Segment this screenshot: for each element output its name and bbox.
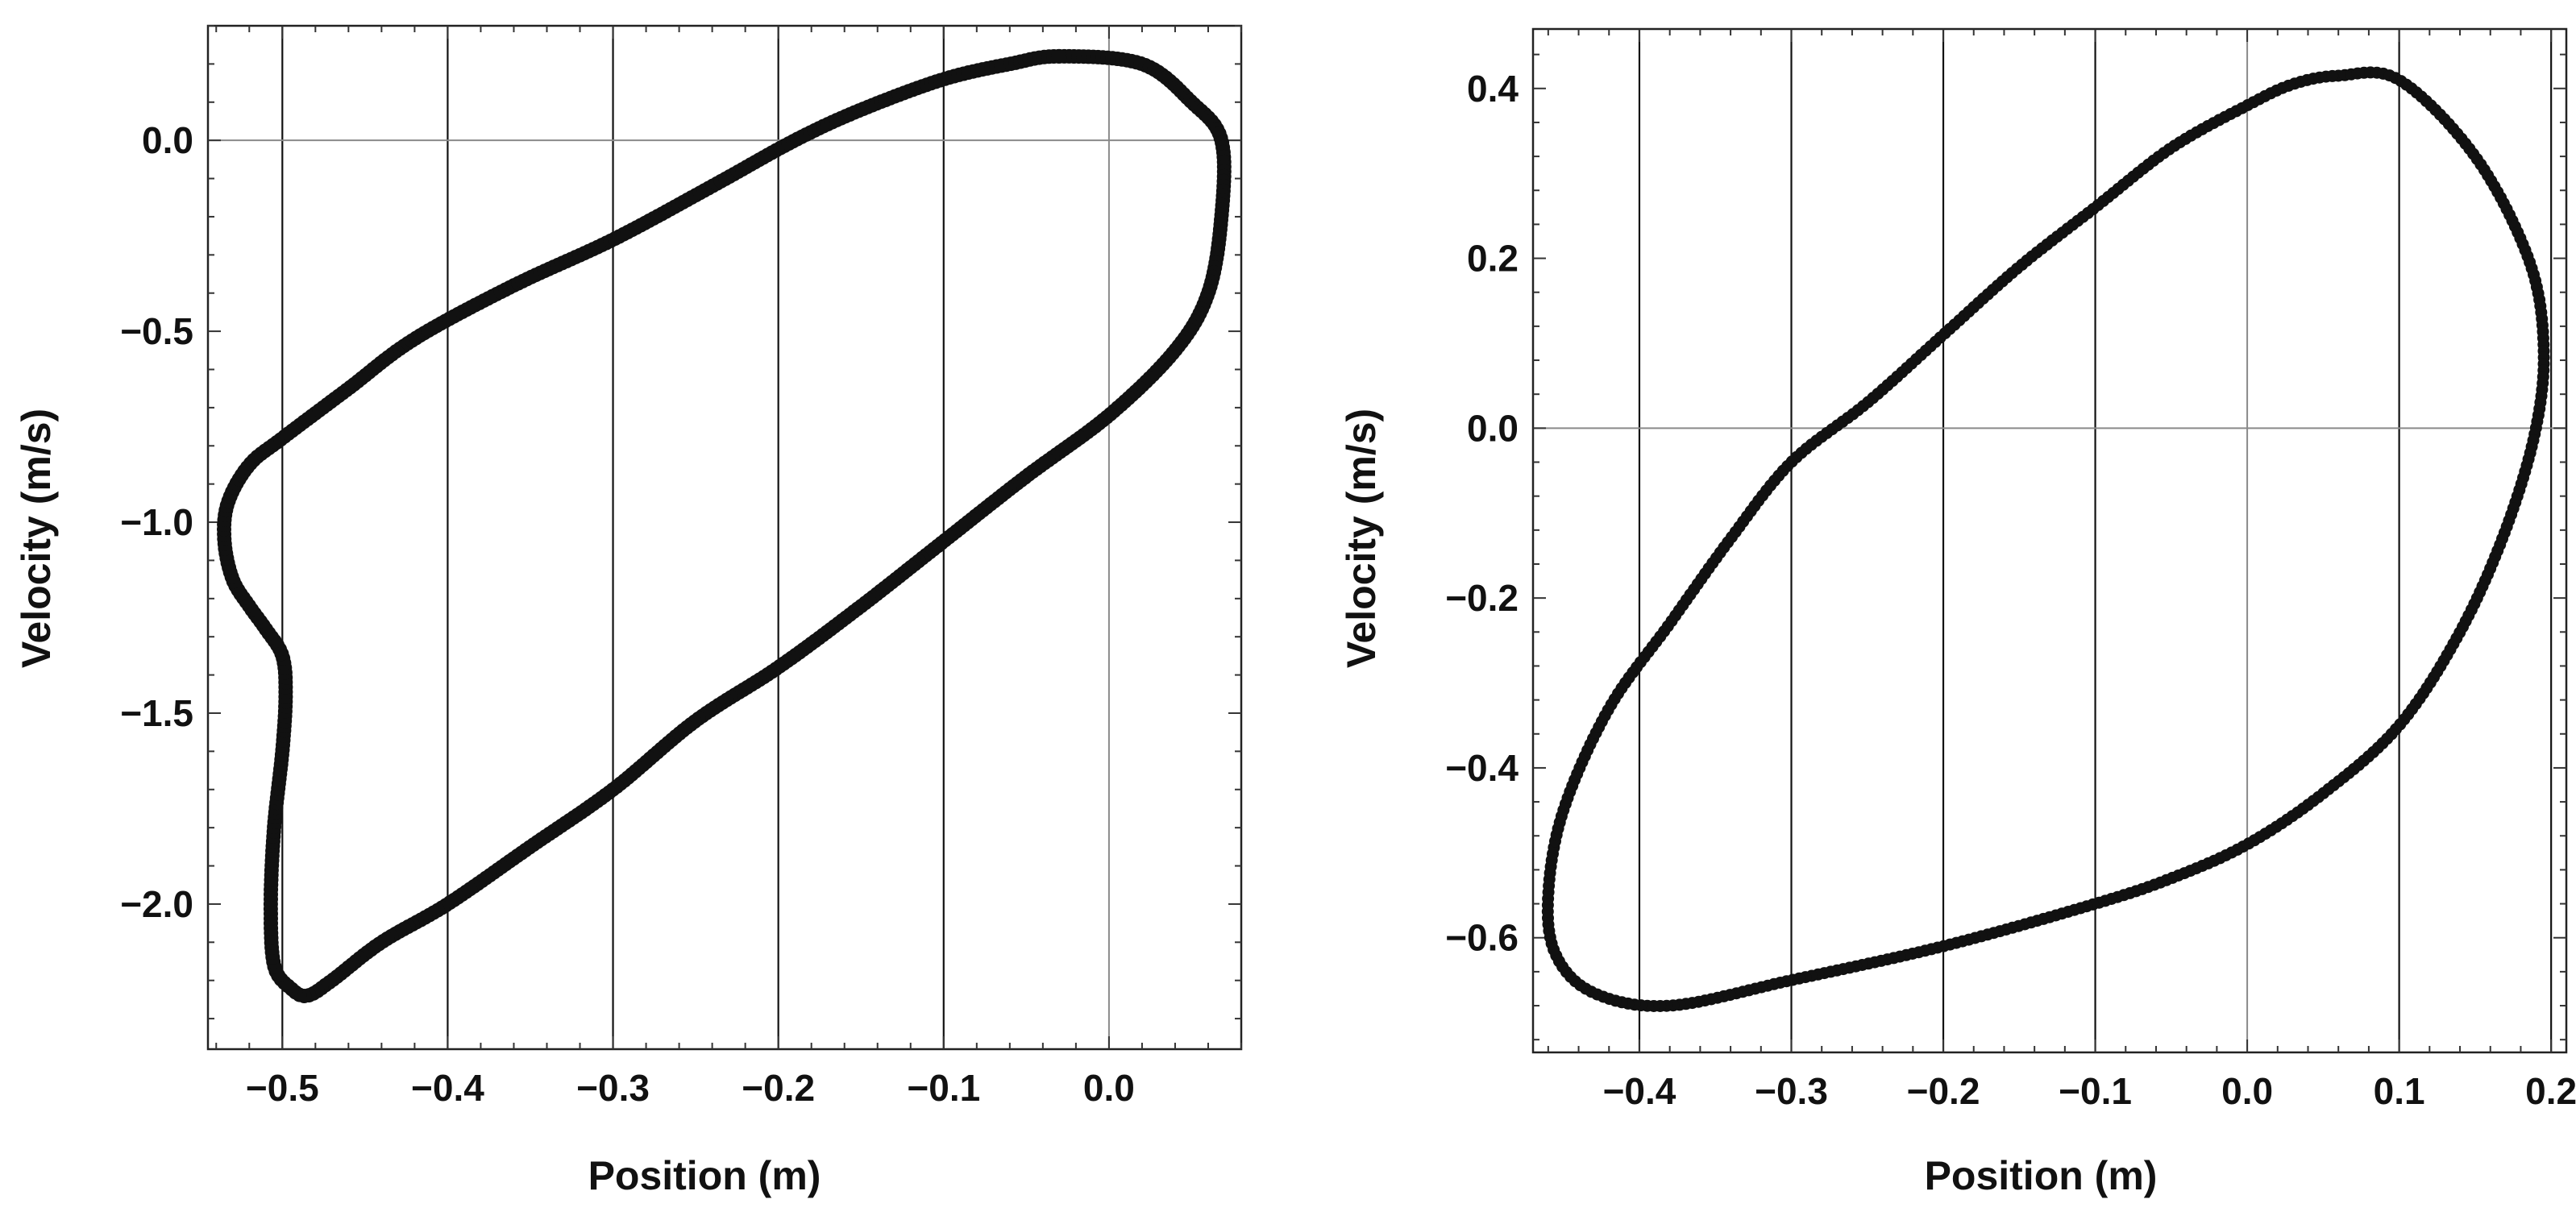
right-y-tick-label: 0.2 — [1467, 238, 1519, 280]
right-y-tick-label: 0.4 — [1467, 68, 1519, 110]
left-plot-ticks — [208, 25, 1242, 1049]
right-plot-tick-labels: −0.4 −0.3 −0.2 −0.1 0.0 0.1 0.2 0.4 0.2 0.0 −0.2 −0… — [1445, 68, 2576, 1112]
right-trajectory — [1541, 66, 2550, 1012]
right-trajectory-point — [2326, 69, 2339, 82]
right-plot-gridlines — [1533, 29, 2566, 1052]
left-y-tick-label: 0.0 — [142, 119, 193, 161]
right-y-tick-label: −0.2 — [1445, 577, 1519, 619]
left-trajectory-point — [1051, 48, 1066, 64]
left-y-tick-label: −1.0 — [120, 501, 193, 543]
right-y-axis-title: Velocity (m/s) — [1339, 409, 1384, 668]
right-x-tick-label: 0.1 — [2374, 1070, 2425, 1112]
right-y-tick-label: 0.0 — [1467, 407, 1519, 449]
right-phase-plot: −0.4 −0.3 −0.2 −0.1 0.0 0.1 0.2 0.4 0.2 0.0 −0.2 −0… — [1339, 27, 2576, 1198]
right-x-tick-label: −0.4 — [1603, 1070, 1676, 1112]
left-y-tick-label: −0.5 — [120, 310, 193, 352]
right-x-tick-label: −0.3 — [1755, 1070, 1828, 1112]
right-x-tick-label: 0.2 — [2525, 1070, 2576, 1112]
left-y-axis-title: Velocity (m/s) — [14, 409, 59, 668]
right-x-tick-label: 0.0 — [2221, 1070, 2273, 1112]
right-x-axis-title: Position (m) — [1925, 1153, 2158, 1198]
left-phase-plot: −0.5 −0.4 −0.3 −0.2 −0.1 0.0 0.0 −0.5 −1.0 −1.5 −2… — [14, 24, 1243, 1198]
left-x-tick-label: −0.2 — [742, 1067, 815, 1109]
right-plot-ticks — [1533, 29, 2566, 1052]
left-x-axis-title: Position (m) — [588, 1153, 821, 1198]
right-y-tick-label: −0.4 — [1445, 747, 1519, 789]
left-x-tick-label: −0.5 — [246, 1067, 319, 1109]
left-y-tick-label: −2.0 — [120, 883, 193, 925]
right-y-tick-label: −0.6 — [1445, 917, 1519, 959]
right-x-tick-label: −0.1 — [2059, 1070, 2132, 1112]
right-plot-frame — [1531, 27, 2568, 1054]
left-x-tick-label: 0.0 — [1083, 1067, 1135, 1109]
left-plot-frame — [206, 24, 1243, 1051]
left-x-tick-label: −0.3 — [576, 1067, 650, 1109]
left-x-tick-label: −0.4 — [411, 1067, 484, 1109]
left-y-tick-label: −1.5 — [120, 692, 193, 734]
right-x-tick-label: −0.2 — [1907, 1070, 1980, 1112]
left-trajectory — [217, 48, 1232, 1003]
left-plot-tick-labels: −0.5 −0.4 −0.3 −0.2 −0.1 0.0 0.0 −0.5 −1.0 −1.5 −2… — [120, 119, 1135, 1109]
left-x-tick-label: −0.1 — [907, 1067, 980, 1109]
